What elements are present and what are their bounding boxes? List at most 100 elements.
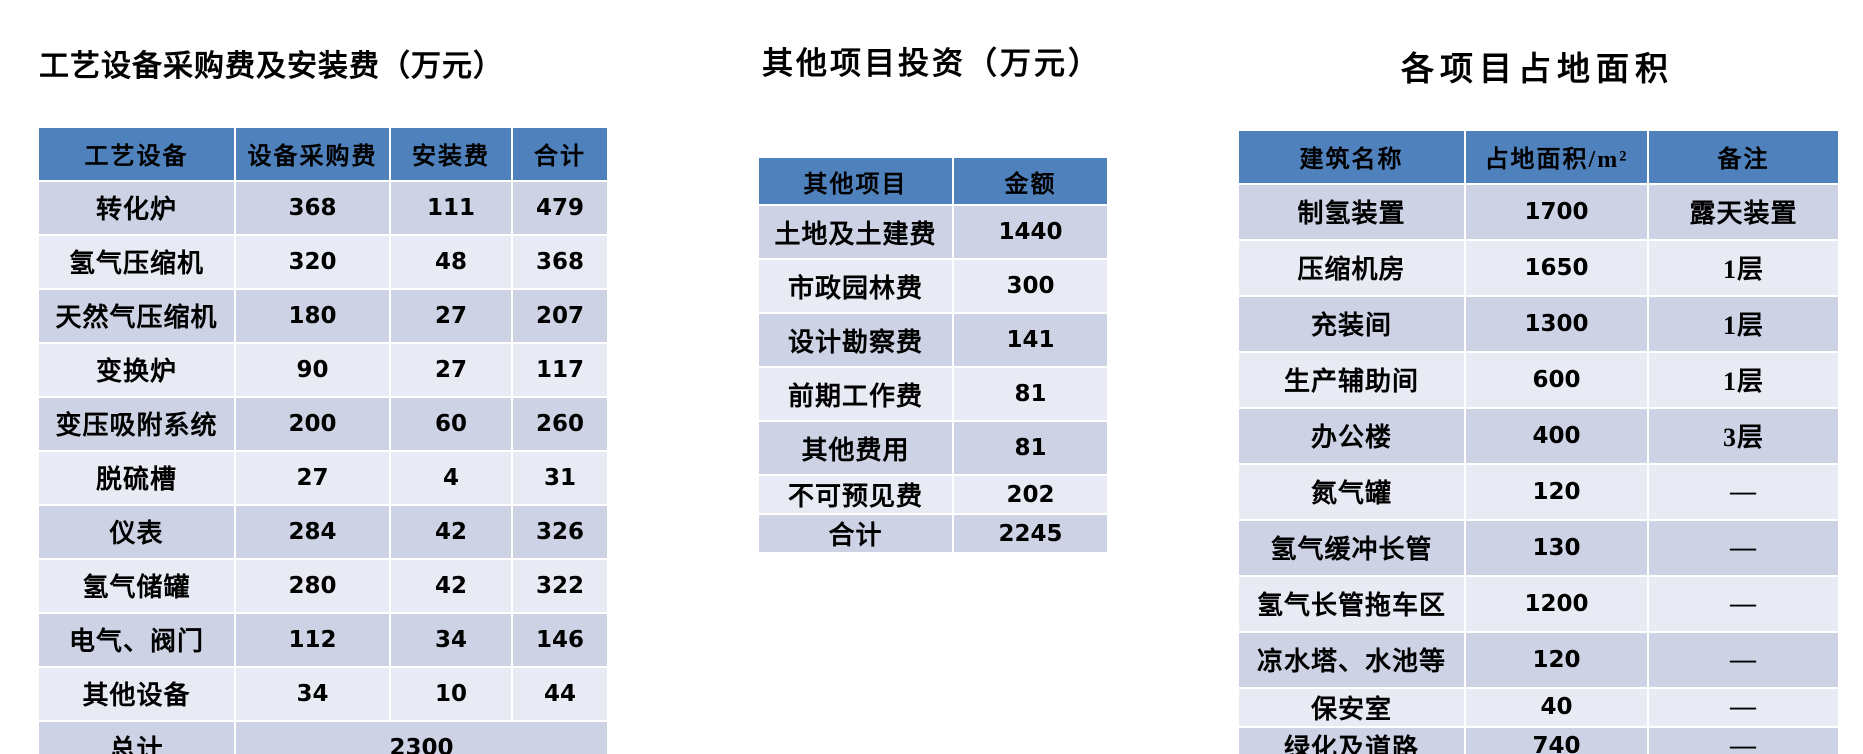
- table-row: 设计勘察费 141: [757, 312, 1109, 369]
- cell: 280: [234, 557, 391, 614]
- cell: 其他设备: [37, 665, 236, 722]
- cell: 112: [234, 611, 391, 668]
- cell: 其他费用: [757, 420, 954, 477]
- table-row: 前期工作费 81: [757, 366, 1109, 423]
- column-header: 合计: [511, 125, 609, 182]
- cell: 绿化及道路: [1237, 725, 1466, 754]
- cell: 变压吸附系统: [37, 395, 236, 452]
- column-header: 占地面积/m²: [1464, 128, 1649, 185]
- cell: 111: [389, 179, 513, 236]
- table-row: 保安室 40—: [1237, 686, 1840, 728]
- cell: 120: [1464, 630, 1649, 689]
- footer-total-value: 2300: [234, 719, 609, 754]
- cell: 42: [389, 503, 513, 560]
- cell: 合计: [757, 513, 954, 555]
- cell: 氮气罐: [1237, 462, 1466, 521]
- cell: 368: [511, 233, 609, 290]
- cell: 设计勘察费: [757, 312, 954, 369]
- table-row: 氮气罐 120—: [1237, 462, 1840, 521]
- header-row: 其他项目 金额: [757, 156, 1109, 207]
- cell: 1层: [1647, 350, 1840, 409]
- cell: 44: [511, 665, 609, 722]
- header-row: 工艺设备 设备采购费 安装费 合计: [37, 125, 609, 182]
- cell: 130: [1464, 518, 1649, 577]
- cell: 740: [1464, 725, 1649, 754]
- cell: 氢气压缩机: [37, 233, 236, 290]
- cell: 202: [952, 474, 1109, 516]
- table-row: 仪表 284 42 326: [37, 503, 609, 560]
- column-header: 金额: [952, 156, 1109, 207]
- table-row: 不可预见费 202: [757, 474, 1109, 516]
- cell: 600: [1464, 350, 1649, 409]
- table-row: 脱硫槽 27 4 31: [37, 449, 609, 506]
- cell: 天然气压缩机: [37, 287, 236, 344]
- cell: —: [1647, 518, 1840, 577]
- cell: 1650: [1464, 238, 1649, 297]
- land-area-title: 各项目占地面积: [1401, 50, 1674, 88]
- table-row: 土地及土建费 1440: [757, 204, 1109, 261]
- table-row: 其他设备 34 10 44: [37, 665, 609, 722]
- table-row: 变压吸附系统 200 60 260: [37, 395, 609, 452]
- cell: 146: [511, 611, 609, 668]
- table-row: 氢气长管拖车区 1200—: [1237, 574, 1840, 633]
- cell: 制氢装置: [1237, 182, 1466, 241]
- table-row: 办公楼 400 3层: [1237, 406, 1840, 465]
- cell: 充装间: [1237, 294, 1466, 353]
- cell: 27: [389, 341, 513, 398]
- cell: 368: [234, 179, 391, 236]
- table-row: 转化炉 368 111 479: [37, 179, 609, 236]
- land-area-table: 建筑名称 占地面积/m² 备注 制氢装置 1700 露天装置 压缩机房 1650 1层 充装间 13…: [1237, 128, 1840, 754]
- cell: —: [1647, 725, 1840, 754]
- cell: 260: [511, 395, 609, 452]
- column-header: 其他项目: [757, 156, 954, 207]
- other-investment-section: 其他项目投资（万元） 其他项目 金额 土地及土建费 1440 市政园林费 300 设计勘察费…: [757, 0, 1109, 555]
- cell: 市政园林费: [757, 258, 954, 315]
- cell: —: [1647, 686, 1840, 728]
- cell: 前期工作费: [757, 366, 954, 423]
- table-row: 凉水塔、水池等 120—: [1237, 630, 1840, 689]
- cell: 90: [234, 341, 391, 398]
- cell: 42: [389, 557, 513, 614]
- cell: 生产辅助间: [1237, 350, 1466, 409]
- cell: —: [1647, 462, 1840, 521]
- cell: 117: [511, 341, 609, 398]
- cell: 60: [389, 395, 513, 452]
- equipment-cost-table: 工艺设备 设备采购费 安装费 合计 转化炉 368 111 479 氢气压缩机 320 48 368 天…: [37, 125, 609, 754]
- column-header: 设备采购费: [234, 125, 391, 182]
- cell: 保安室: [1237, 686, 1466, 728]
- cell: 电气、阀门: [37, 611, 236, 668]
- table-row: 充装间 1300 1层: [1237, 294, 1840, 353]
- cell: 2245: [952, 513, 1109, 555]
- cell: 10: [389, 665, 513, 722]
- cell: 1层: [1647, 294, 1840, 353]
- table-row: 天然气压缩机 180 27 207: [37, 287, 609, 344]
- cell: 320: [234, 233, 391, 290]
- table-row: 制氢装置 1700 露天装置: [1237, 182, 1840, 241]
- column-header: 安装费: [389, 125, 513, 182]
- cell: 办公楼: [1237, 406, 1466, 465]
- cell: 1200: [1464, 574, 1649, 633]
- cell: 322: [511, 557, 609, 614]
- cell: 4: [389, 449, 513, 506]
- cell: 200: [234, 395, 391, 452]
- cell: 压缩机房: [1237, 238, 1466, 297]
- cell: 81: [952, 366, 1109, 423]
- cell: 脱硫槽: [37, 449, 236, 506]
- cell: 凉水塔、水池等: [1237, 630, 1466, 689]
- cell: 34: [234, 665, 391, 722]
- table-row: 变换炉 90 27 117: [37, 341, 609, 398]
- cell: 1层: [1647, 238, 1840, 297]
- table-row: 压缩机房 1650 1层: [1237, 238, 1840, 297]
- cell: 1700: [1464, 182, 1649, 241]
- cell: 48: [389, 233, 513, 290]
- footer-label: 总计: [37, 719, 236, 754]
- cell: 300: [952, 258, 1109, 315]
- other-investment-title: 其他项目投资（万元）: [762, 45, 1102, 81]
- table-row: 氢气缓冲长管 130—: [1237, 518, 1840, 577]
- other-investment-table: 其他项目 金额 土地及土建费 1440 市政园林费 300 设计勘察费 141 前期工作费 81 其…: [757, 156, 1109, 555]
- land-area-section: 各项目占地面积 建筑名称 占地面积/m² 备注 制氢装置 1700 露天装置 压缩机房 165…: [1237, 0, 1840, 754]
- cell: 40: [1464, 686, 1649, 728]
- table-row: 其他费用 81: [757, 420, 1109, 477]
- cell: 326: [511, 503, 609, 560]
- cell: —: [1647, 574, 1840, 633]
